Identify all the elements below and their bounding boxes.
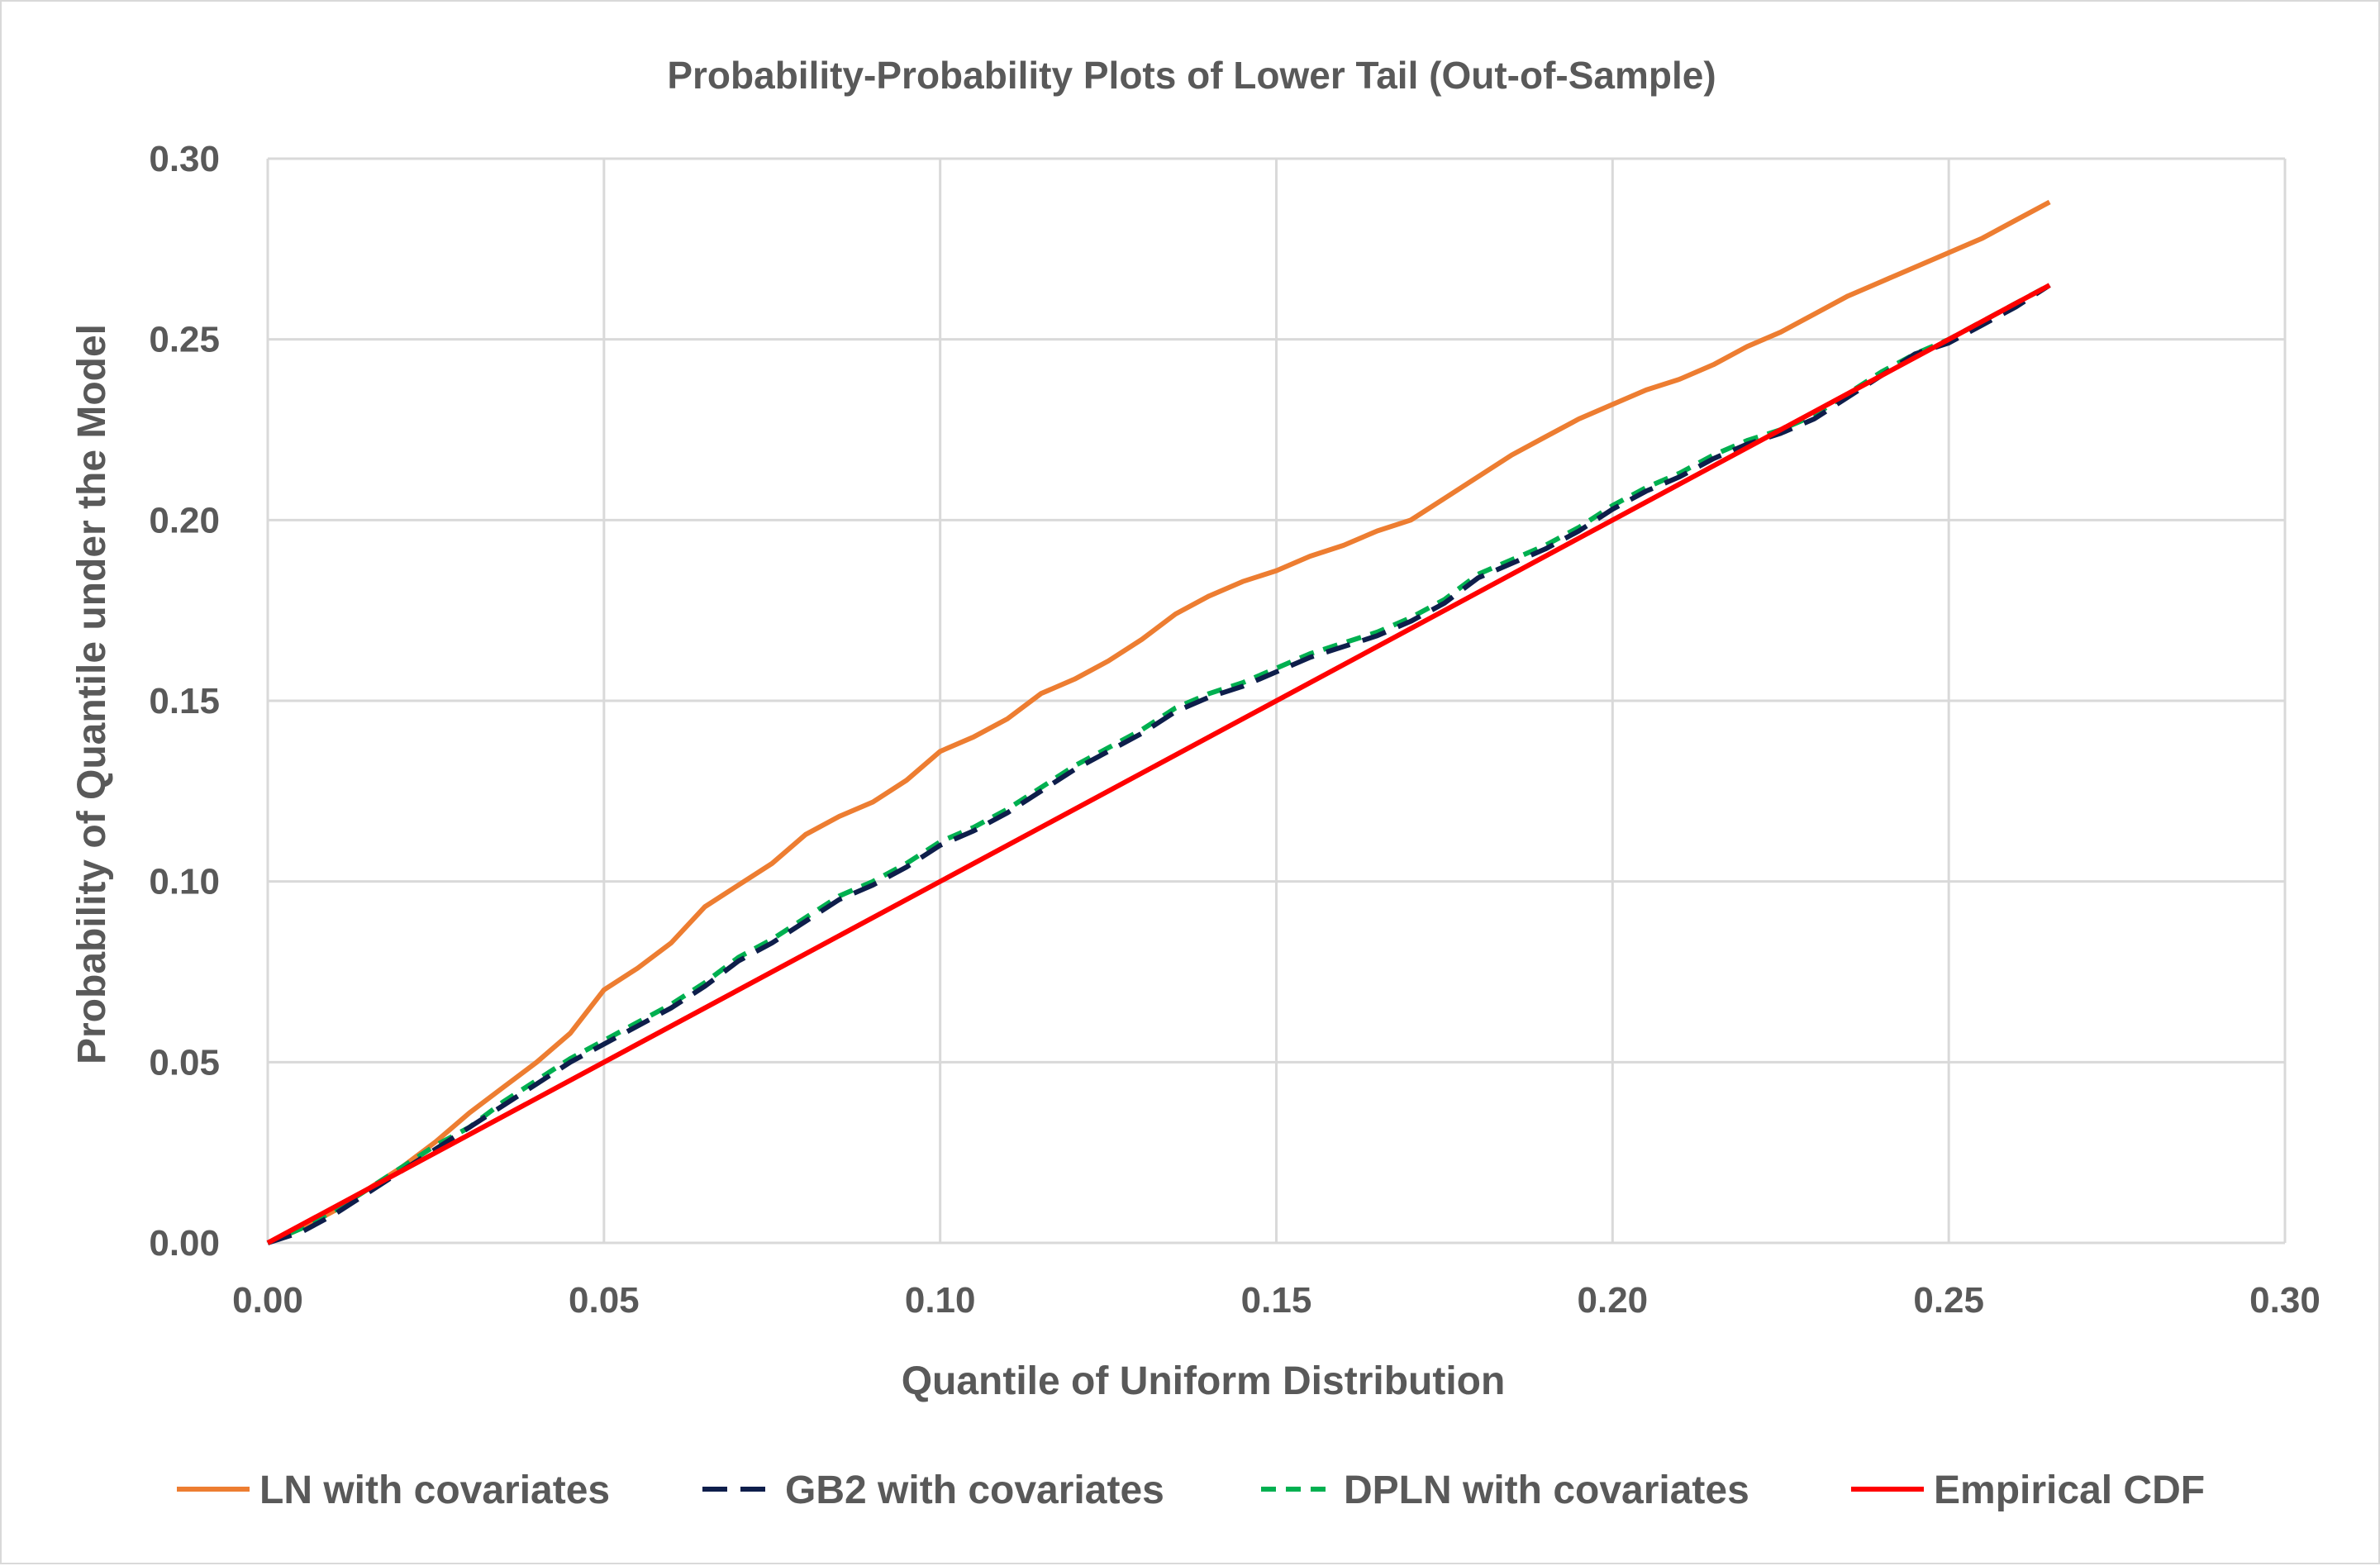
x-tick-label: 0.25 xyxy=(1913,1280,1984,1321)
chart-title: Probability-Probability Plots of Lower T… xyxy=(667,54,1716,97)
x-tick-labels: 0.00 0.05 0.10 0.15 0.20 0.25 0.30 xyxy=(232,1280,2320,1321)
y-tick-label: 0.15 xyxy=(149,681,220,721)
series-lines xyxy=(266,199,2051,1245)
x-tick-label: 0.05 xyxy=(569,1280,640,1321)
x-axis-label: Quantile of Uniform Distribution xyxy=(902,1359,1506,1403)
series-line-empirical-cdf xyxy=(266,283,2051,1245)
legend-label-empirical-cdf: Empirical CDF xyxy=(1934,1468,2205,1512)
x-tick-label: 0.00 xyxy=(232,1280,303,1321)
y-tick-label: 0.10 xyxy=(149,862,220,902)
x-tick-label: 0.15 xyxy=(1241,1280,1312,1321)
legend-label-dpln-with-covariates: DPLN with covariates xyxy=(1344,1468,1749,1512)
legend-label-ln-with-covariates: LN with covariates xyxy=(259,1468,610,1512)
y-tick-label: 0.25 xyxy=(149,320,220,360)
y-tick-label: 0.00 xyxy=(149,1223,220,1264)
series-line-ln-with-covariates xyxy=(266,199,2051,1245)
y-axis-label: Probability of Quantile under the Model xyxy=(70,324,114,1064)
x-tick-label: 0.20 xyxy=(1578,1280,1649,1321)
y-tick-labels: 0.00 0.05 0.10 0.15 0.20 0.25 0.30 xyxy=(149,139,220,1264)
x-tick-label: 0.30 xyxy=(2249,1280,2320,1321)
legend: LN with covariates GB2 with covariates DPL… xyxy=(177,1468,2205,1512)
y-tick-label: 0.05 xyxy=(149,1042,220,1083)
y-tick-label: 0.20 xyxy=(149,500,220,540)
y-tick-label: 0.30 xyxy=(149,139,220,179)
legend-label-gb2-with-covariates: GB2 with covariates xyxy=(785,1468,1164,1512)
x-tick-label: 0.10 xyxy=(905,1280,976,1321)
series-line-dpln-with-covariates xyxy=(266,283,2051,1245)
